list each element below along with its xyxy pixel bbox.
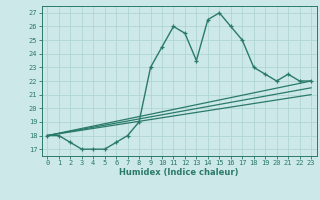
X-axis label: Humidex (Indice chaleur): Humidex (Indice chaleur) (119, 168, 239, 177)
